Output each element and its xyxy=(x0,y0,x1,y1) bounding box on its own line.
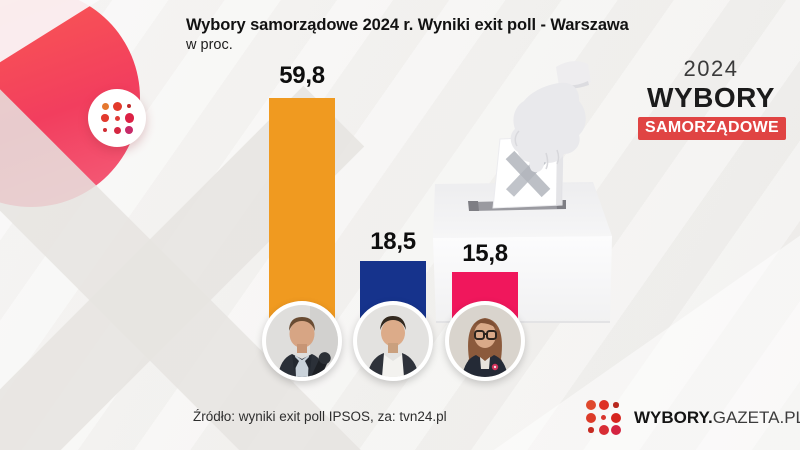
election-brand-block: 2024 WYBORY SAMORZĄDOWE xyxy=(638,56,786,140)
gazeta-logo: WYBORY.GAZETA.PL xyxy=(586,400,800,435)
gazeta-logo-bold: WYBORY. xyxy=(634,407,713,427)
brand-year: 2024 xyxy=(683,56,739,81)
value-label-candidate-1: 59,8 xyxy=(279,62,325,89)
gazeta-logo-text: WYBORY.GAZETA.PL xyxy=(634,408,800,428)
bar-candidate-1 xyxy=(269,98,335,341)
value-label-candidate-2: 18,5 xyxy=(370,228,416,255)
gazeta-dots-icon xyxy=(586,400,621,435)
dots-grid-icon xyxy=(101,101,134,135)
dots-grid-badge xyxy=(88,89,146,147)
gazeta-logo-regular: GAZETA.PL xyxy=(712,407,800,427)
value-label-candidate-3: 15,8 xyxy=(462,240,508,267)
candidate-2-photo xyxy=(353,301,433,381)
candidate-3-photo xyxy=(445,301,525,381)
brand-title: WYBORY xyxy=(647,82,775,113)
unit-subtitle: w proc. xyxy=(186,37,233,53)
page-title: Wybory samorządowe 2024 r. Wyniki exit p… xyxy=(186,16,629,34)
candidate-1-photo xyxy=(262,301,342,381)
source-note: Źródło: wyniki exit poll IPSOS, za: tvn2… xyxy=(193,409,447,424)
brand-subtitle-badge: SAMORZĄDOWE xyxy=(638,117,786,140)
